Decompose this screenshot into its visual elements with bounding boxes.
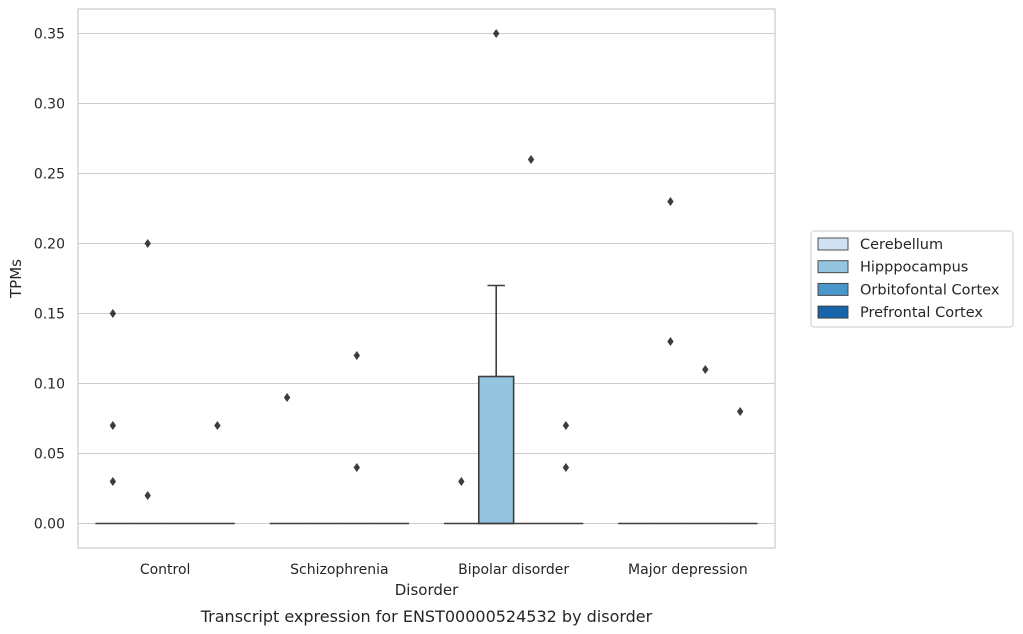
- legend-label: Orbitofontal Cortex: [860, 282, 1000, 298]
- y-tick-label: 0.35: [34, 27, 65, 43]
- x-tick-label: Schizophrenia: [290, 562, 388, 578]
- legend-swatch: [817, 282, 849, 296]
- chart-caption: Transcript expression for ENST0000052453…: [200, 607, 653, 626]
- y-tick-label: 0.25: [34, 167, 65, 183]
- box-group: [130, 239, 166, 525]
- outlier-point: [109, 421, 117, 430]
- x-axis-label: Disorder: [395, 581, 459, 599]
- outlier-point: [527, 155, 535, 164]
- outlier-point: [458, 477, 465, 486]
- box-group: [339, 351, 375, 525]
- box: [477, 375, 515, 525]
- outlier-point: [214, 421, 221, 430]
- box-group: [722, 407, 758, 525]
- box-plot-marks: [95, 29, 758, 525]
- outlier-point: [667, 197, 674, 206]
- y-tick-label: 0.15: [34, 307, 65, 323]
- y-tick-label: 0.10: [34, 377, 65, 393]
- outlier-point: [667, 337, 674, 346]
- legend-swatch: [817, 237, 849, 251]
- legend: Cerebellum Hipppocampus Orbitofontal Corte…: [810, 230, 1014, 328]
- outlier-point: [353, 351, 360, 360]
- box-group: [687, 365, 723, 525]
- outlier-point: [144, 491, 151, 500]
- outlier-point: [109, 309, 117, 318]
- outlier-point: [109, 477, 117, 486]
- box-group: [269, 393, 305, 525]
- x-tick-label: Major depression: [628, 562, 748, 578]
- outlier-point: [283, 393, 291, 402]
- box-group: [548, 421, 584, 525]
- legend-label: Hipppocampus: [860, 260, 968, 276]
- x-axis-ticks: Control Schizophrenia Bipolar disorder Majo…: [140, 562, 748, 578]
- x-tick-label: Bipolar disorder: [458, 562, 569, 578]
- y-tick-label: 0.30: [34, 97, 65, 113]
- box-group: [443, 477, 479, 525]
- outlier-point: [702, 365, 709, 374]
- legend-label: Prefrontal Cortex: [860, 305, 983, 321]
- y-tick-label: 0.00: [34, 517, 65, 533]
- box-group: [95, 309, 131, 525]
- box-group: [477, 29, 515, 525]
- legend-swatch: [817, 260, 849, 274]
- y-tick-label: 0.05: [34, 447, 65, 463]
- box-group: [653, 197, 688, 525]
- outlier-point: [144, 239, 151, 248]
- legend-frame: [810, 230, 1014, 328]
- grid-lines: [78, 32, 775, 525]
- legend-label: Cerebellum: [860, 237, 943, 253]
- outlier-point: [562, 463, 570, 472]
- box-group: [513, 155, 549, 525]
- plot-frame: [77, 8, 776, 549]
- outlier-point: [562, 421, 570, 430]
- legend-swatch: [817, 305, 849, 319]
- x-tick-label: Control: [140, 562, 191, 578]
- outlier-point: [493, 29, 500, 38]
- box-group: [199, 421, 235, 525]
- y-axis-ticks: 0.00 0.05 0.10 0.15 0.20 0.25 0.30 0.35: [34, 27, 65, 533]
- y-tick-label: 0.20: [34, 237, 65, 253]
- outlier-point: [736, 407, 744, 416]
- y-axis-label: TPMs: [7, 259, 25, 299]
- outlier-point: [353, 463, 360, 472]
